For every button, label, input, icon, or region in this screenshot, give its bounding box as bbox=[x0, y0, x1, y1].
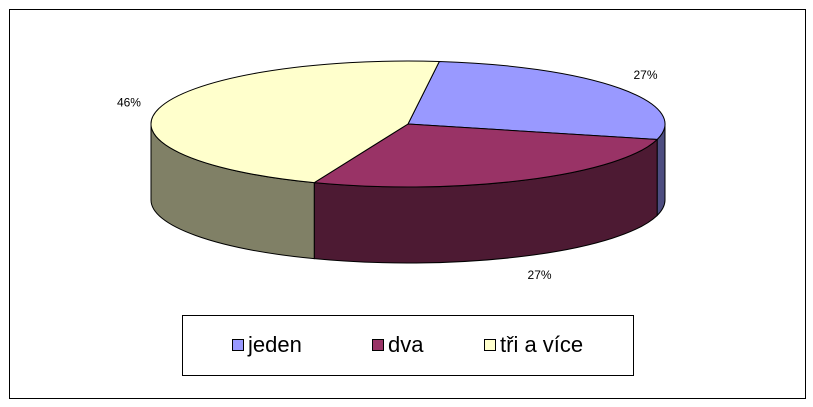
legend bbox=[182, 315, 634, 376]
legend-label: tři a více bbox=[500, 332, 583, 357]
data-label: 46% bbox=[117, 95, 141, 109]
legend-swatch bbox=[372, 339, 384, 351]
slice bbox=[150, 60, 441, 184]
legend-label: jeden bbox=[247, 332, 302, 357]
data-label: 27% bbox=[633, 68, 657, 82]
slice bbox=[312, 123, 659, 188]
data-label: 27% bbox=[528, 268, 552, 282]
legend-swatch bbox=[484, 339, 496, 351]
legend-label: dva bbox=[388, 332, 424, 357]
legend-swatch bbox=[232, 339, 244, 351]
slice bbox=[407, 60, 666, 140]
